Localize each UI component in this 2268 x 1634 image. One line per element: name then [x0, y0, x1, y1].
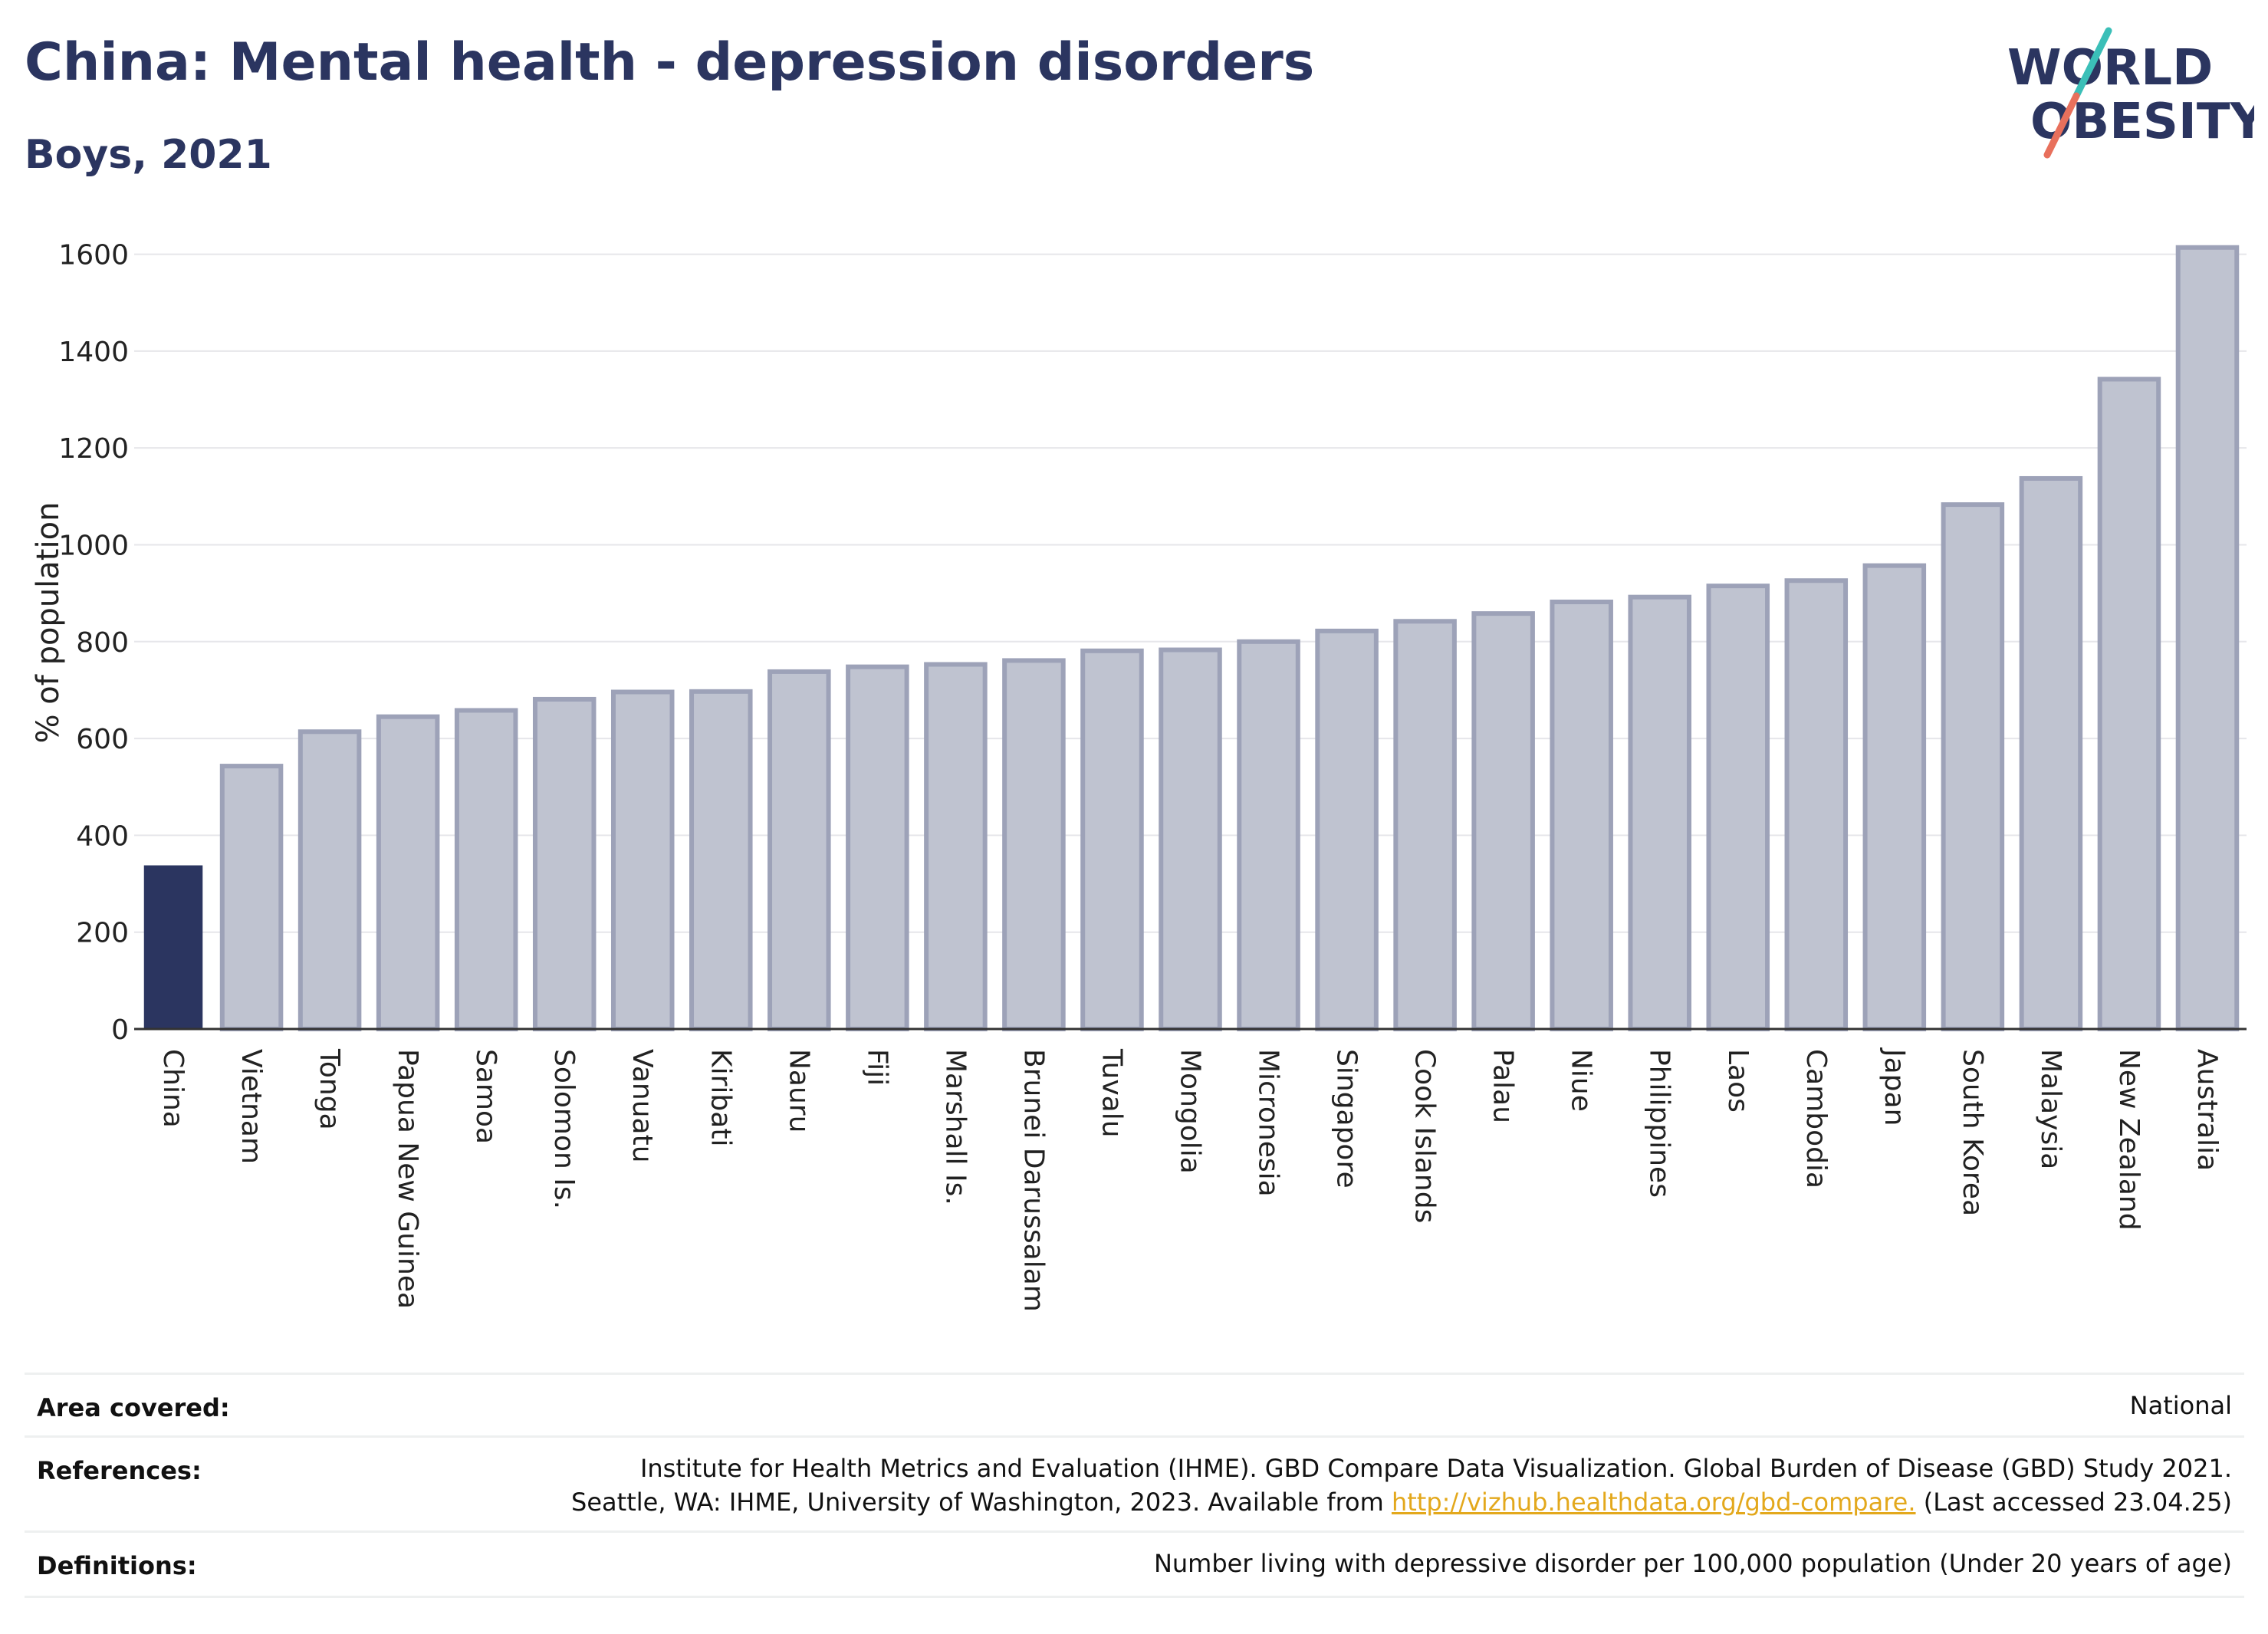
- bar-mongolia: [1159, 647, 1222, 1031]
- x-tick-label: Palau: [1487, 1049, 1519, 1123]
- bar-tonga: [297, 729, 362, 1031]
- x-tick-label: Laos: [1722, 1049, 1754, 1113]
- bar-palau: [1471, 611, 1535, 1031]
- bar-papua-new-guinea: [376, 714, 440, 1031]
- x-tick-label: Cook Islands: [1409, 1049, 1441, 1223]
- bar-new-zealand: [2097, 376, 2161, 1031]
- y-axis-label: % of population: [31, 502, 66, 744]
- bar-tuvalu: [1080, 648, 1144, 1032]
- x-tick-label: Nauru: [783, 1049, 814, 1133]
- y-tick-label: 200: [76, 918, 129, 949]
- bar-south-korea: [1941, 502, 2005, 1031]
- bar-samoa: [454, 708, 518, 1031]
- bar-solomon-is: [532, 696, 597, 1031]
- references-line2-post: (Last accessed 23.04.25): [1923, 1488, 2232, 1517]
- bar-philippines: [1628, 594, 1691, 1031]
- bar-niue: [1550, 600, 1613, 1031]
- logo-line2: OBESITY: [2030, 94, 2254, 150]
- x-tick-label: Australia: [2191, 1049, 2223, 1171]
- definitions-value: Number living with depressive disorder p…: [1153, 1549, 2232, 1578]
- y-tick-label: 1600: [58, 240, 129, 271]
- definitions-label: Definitions:: [37, 1551, 197, 1580]
- x-tick-label: Vanuatu: [626, 1049, 658, 1163]
- bar-singapore: [1315, 628, 1379, 1031]
- y-tick-label: 800: [76, 627, 129, 659]
- x-tick-label: Philippines: [1644, 1049, 1675, 1198]
- y-tick-label: 1200: [58, 433, 129, 465]
- x-tick-label: China: [157, 1049, 189, 1128]
- bars-layer: [143, 245, 2240, 1032]
- bar-fiji: [846, 664, 909, 1031]
- references-value: Institute for Health Metrics and Evaluat…: [571, 1452, 2232, 1519]
- x-tick-label: Niue: [1566, 1049, 1597, 1112]
- references-line2: Seattle, WA: IHME, University of Washing…: [571, 1485, 2232, 1519]
- x-tick-label: New Zealand: [2113, 1049, 2145, 1231]
- bar-nauru: [768, 669, 831, 1032]
- page-title: China: Mental health - depression disord…: [25, 32, 1315, 93]
- x-tick-label: Solomon Is.: [548, 1049, 580, 1209]
- x-tick-label: Cambodia: [1800, 1049, 1832, 1189]
- x-tick-label: Fiji: [861, 1049, 892, 1086]
- logo-slash-teal: [2072, 27, 2112, 100]
- y-tick-label: 0: [111, 1014, 129, 1046]
- axis-layer: 0 200 400 600 800 1000 1200 1400 1600 China Vietna…: [58, 240, 2247, 1312]
- y-tick-label: 600: [76, 724, 129, 755]
- x-tick-label: Marshall Is.: [939, 1049, 971, 1205]
- definitions-row: Definitions: Number living with depressi…: [25, 1530, 2244, 1598]
- x-tick-label: Papua New Guinea: [392, 1049, 423, 1309]
- bar-vanuatu: [610, 689, 675, 1031]
- bar-cambodia: [1784, 578, 1849, 1031]
- logo-line1: WORLD: [2007, 40, 2213, 97]
- x-tick-label: Vietnam: [235, 1049, 267, 1164]
- x-tick-label: Mongolia: [1175, 1049, 1206, 1174]
- x-tick-label: Brunei Darussalam: [1017, 1049, 1049, 1312]
- x-tick-label: Japan: [1878, 1047, 1910, 1126]
- references-line1: Institute for Health Metrics and Evaluat…: [639, 1454, 2232, 1483]
- bar-cook-islands: [1393, 619, 1457, 1031]
- area-covered-row: Area covered: National: [25, 1373, 2244, 1438]
- y-tick-label: 400: [76, 820, 129, 852]
- x-tick-label: Malaysia: [2035, 1049, 2066, 1169]
- bar-micronesia: [1237, 639, 1300, 1032]
- area-covered-label: Area covered:: [37, 1393, 230, 1422]
- page-subtitle: Boys, 2021: [25, 132, 272, 178]
- bar-laos: [1706, 584, 1770, 1031]
- bar-malaysia: [2019, 475, 2083, 1031]
- x-tick-label: Kiribati: [705, 1049, 736, 1146]
- logo-slash-coral: [2043, 92, 2080, 159]
- bar-japan: [1862, 563, 1927, 1031]
- y-tick-label: 1000: [58, 530, 129, 561]
- bar-brunei-darussalam: [1002, 658, 1066, 1032]
- area-covered-value: National: [2129, 1391, 2232, 1420]
- x-tick-label: South Korea: [1957, 1049, 1988, 1216]
- references-label: References:: [37, 1456, 202, 1485]
- x-tick-label: Tuvalu: [1096, 1048, 1127, 1138]
- bar-marshall-is: [924, 662, 988, 1032]
- y-tick-label: 1400: [58, 337, 129, 368]
- x-tick-label: Samoa: [470, 1049, 501, 1144]
- bar-china: [143, 865, 203, 1029]
- world-obesity-logo: WORLD OBESITY: [2007, 27, 2254, 159]
- x-tick-label: Singapore: [1331, 1049, 1362, 1189]
- bar-vietnam: [219, 764, 284, 1031]
- x-tick-label: Tonga: [314, 1048, 345, 1130]
- bar-chart: 0 200 400 600 800 1000 1200 1400 1600 China Vietna…: [31, 240, 2247, 1312]
- bar-kiribati: [689, 689, 753, 1031]
- x-tick-label: Micronesia: [1253, 1049, 1284, 1197]
- bar-australia: [2175, 245, 2240, 1031]
- references-line2-pre: Seattle, WA: IHME, University of Washing…: [571, 1488, 1384, 1517]
- references-link[interactable]: http://vizhub.healthdata.org/gbd-compare…: [1391, 1488, 1916, 1517]
- references-row: References: Institute for Health Metrics…: [25, 1435, 2244, 1533]
